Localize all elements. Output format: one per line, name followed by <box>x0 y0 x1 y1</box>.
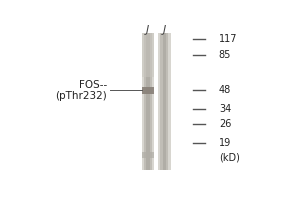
Text: (kD): (kD) <box>219 153 240 163</box>
Bar <box>142 33 154 170</box>
Text: (pThr232): (pThr232) <box>56 91 107 101</box>
Text: 34: 34 <box>219 104 231 114</box>
Bar <box>144 33 152 170</box>
Text: J: J <box>146 25 150 35</box>
Text: 85: 85 <box>219 50 231 60</box>
Bar <box>142 87 154 94</box>
Text: 19: 19 <box>219 138 231 148</box>
Text: 48: 48 <box>219 85 231 95</box>
Bar <box>160 33 168 170</box>
Bar <box>142 33 154 77</box>
Text: 117: 117 <box>219 34 237 44</box>
Text: 26: 26 <box>219 119 231 129</box>
Text: FOS--: FOS-- <box>79 80 107 90</box>
Bar <box>146 33 149 170</box>
Bar <box>142 152 154 158</box>
Bar <box>163 33 166 170</box>
Bar <box>158 33 171 170</box>
Text: J: J <box>163 25 166 35</box>
